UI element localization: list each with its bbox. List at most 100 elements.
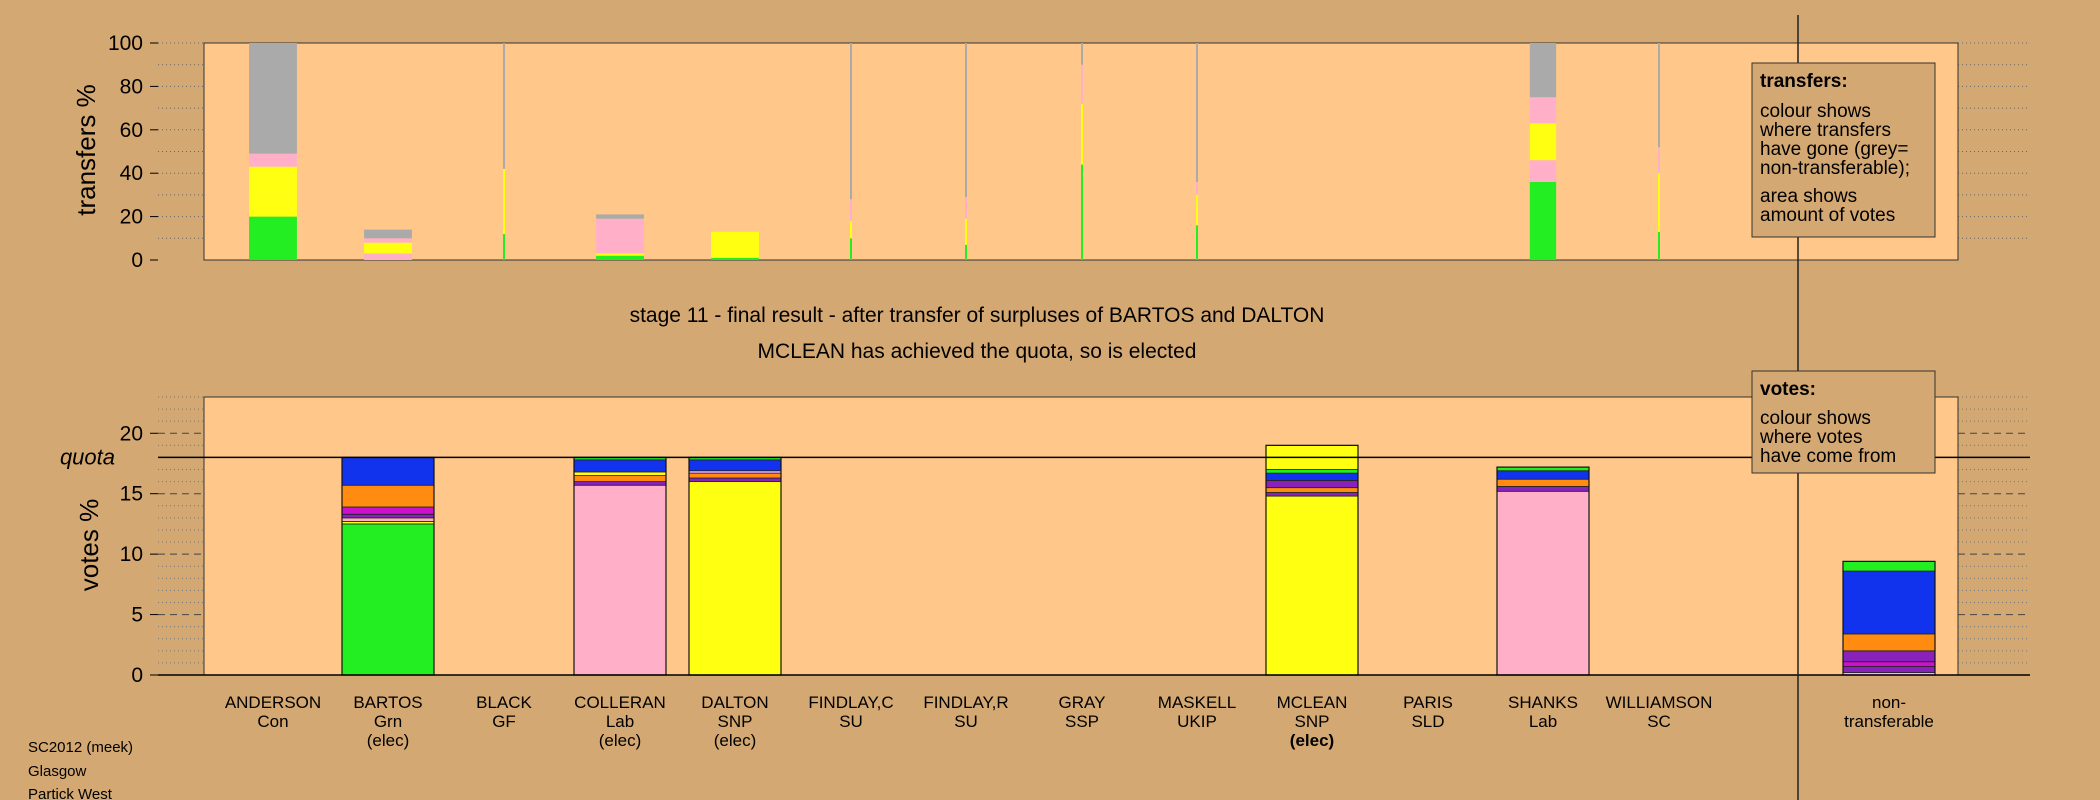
transfers-legend-box: transfers: colour shows where transfers … <box>1751 62 1936 238</box>
candidate-party: SC <box>1647 712 1671 731</box>
vote-segment <box>688 477 782 483</box>
votes-legend-line: colour shows <box>1760 408 1871 429</box>
footer-line: Partick West <box>28 786 113 800</box>
candidate-name: MASKELL <box>1158 693 1236 712</box>
candidate-party: Con <box>257 712 288 731</box>
candidate-party: GF <box>492 712 516 731</box>
transfer-segment <box>1529 181 1557 260</box>
candidate-party: Grn <box>374 712 402 731</box>
vote-segment <box>1496 490 1590 676</box>
vote-segment <box>1496 486 1590 492</box>
transfer-segment <box>503 168 505 234</box>
transfer-segment <box>364 242 412 254</box>
transfer-segment <box>850 238 852 260</box>
candidate-name: GRAY <box>1059 693 1106 712</box>
votes-legend-line: have come from <box>1760 446 1896 467</box>
candidate-name: ANDERSON <box>225 693 321 712</box>
transfer-segment <box>711 231 759 258</box>
candidate-name: SHANKS <box>1508 693 1578 712</box>
y-tick-label: 15 <box>120 483 143 506</box>
candidate-name: FINDLAY,C <box>808 693 893 712</box>
transfers-legend-line: have gone (grey= <box>1760 139 1908 160</box>
votes-legend-box: votes: colour shows where votes have com… <box>1751 370 1936 474</box>
transfer-segment <box>364 229 412 239</box>
transfers-legend-line: amount of votes <box>1760 205 1895 226</box>
y-tick-label: 60 <box>120 119 143 142</box>
vote-segment <box>1496 478 1590 487</box>
transfer-segment <box>364 253 412 260</box>
transfer-segment <box>965 218 967 245</box>
vote-segment <box>1842 570 1936 635</box>
vote-segment <box>341 457 435 486</box>
footer-line: SC2012 (meek) <box>28 739 133 756</box>
candidate-status: (elec) <box>714 731 757 750</box>
candidate-party: SU <box>954 712 978 731</box>
vote-segment <box>1842 661 1936 667</box>
vote-segment <box>1265 492 1359 497</box>
transfer-segment <box>1081 164 1083 260</box>
candidate-name: BLACK <box>476 693 532 712</box>
transfer-segment <box>1529 97 1557 124</box>
transfer-segment <box>1529 43 1557 98</box>
transfer-segment <box>1529 160 1557 182</box>
transfer-segment <box>1196 194 1198 226</box>
vote-segment <box>688 481 782 676</box>
transfer-segment <box>1658 147 1660 174</box>
candidate-name: COLLERAN <box>574 693 666 712</box>
y-tick-label: 20 <box>120 206 143 229</box>
transfer-segment <box>965 197 967 219</box>
candidate-party: transferable <box>1844 712 1934 731</box>
stage-title: stage 11 - final result - after transfer… <box>630 304 1325 327</box>
candidate-name: DALTON <box>701 693 768 712</box>
transfer-segment <box>249 216 297 260</box>
votes-plot-area <box>203 396 1959 676</box>
vote-segment <box>1265 495 1359 676</box>
candidate-name: non- <box>1872 693 1906 712</box>
votes-y-ticks: 0 5 10 15 20 <box>120 422 158 687</box>
transfer-segment <box>503 233 505 260</box>
transfer-segment <box>249 166 297 195</box>
votes-legend-line: where votes <box>1759 427 1862 448</box>
candidate-party: Lab <box>1529 712 1557 731</box>
transfer-segment <box>965 244 967 260</box>
transfer-segment <box>596 214 644 219</box>
vote-segment <box>1265 472 1359 481</box>
y-tick-label: 20 <box>120 422 143 445</box>
transfer-segment <box>596 253 644 256</box>
vote-segment <box>341 517 435 522</box>
candidate-party: SNP <box>1295 712 1330 731</box>
y-tick-label: 100 <box>108 32 143 55</box>
y-tick-label: 0 <box>131 664 143 687</box>
vote-segment <box>1842 650 1936 663</box>
transfers-legend-line: area shows <box>1760 186 1857 207</box>
candidate-party: SU <box>839 712 863 731</box>
candidate-party: UKIP <box>1177 712 1217 731</box>
vote-segment <box>573 471 667 476</box>
vote-segment <box>688 472 782 479</box>
transfer-segment <box>850 43 852 200</box>
vote-segment <box>573 481 667 486</box>
transfer-segment <box>249 43 297 154</box>
transfer-segment <box>711 257 759 260</box>
vote-segment <box>688 459 782 472</box>
transfer-segment <box>596 218 644 254</box>
transfer-segment <box>249 153 297 167</box>
vote-segment <box>1842 560 1936 572</box>
transfers-y-ticks: 0 20 40 60 80 100 <box>108 32 158 272</box>
transfer-segment <box>965 43 967 198</box>
vote-segment <box>341 523 435 676</box>
candidate-party: Lab <box>606 712 634 731</box>
votes-legend-title: votes: <box>1760 379 1816 400</box>
vote-segment <box>1265 469 1359 474</box>
transfer-segment <box>1081 103 1083 148</box>
transfer-segment <box>1658 43 1660 148</box>
y-tick-label: 40 <box>120 162 143 185</box>
transfer-segment <box>1081 147 1083 165</box>
transfer-segment <box>249 194 297 217</box>
transfer-segment <box>850 220 852 239</box>
vote-segment <box>1842 666 1936 673</box>
transfers-legend-title: transfers: <box>1760 71 1848 92</box>
stage-subtitle: MCLEAN has achieved the quota, so is ele… <box>758 340 1197 363</box>
transfer-segment <box>503 43 505 169</box>
